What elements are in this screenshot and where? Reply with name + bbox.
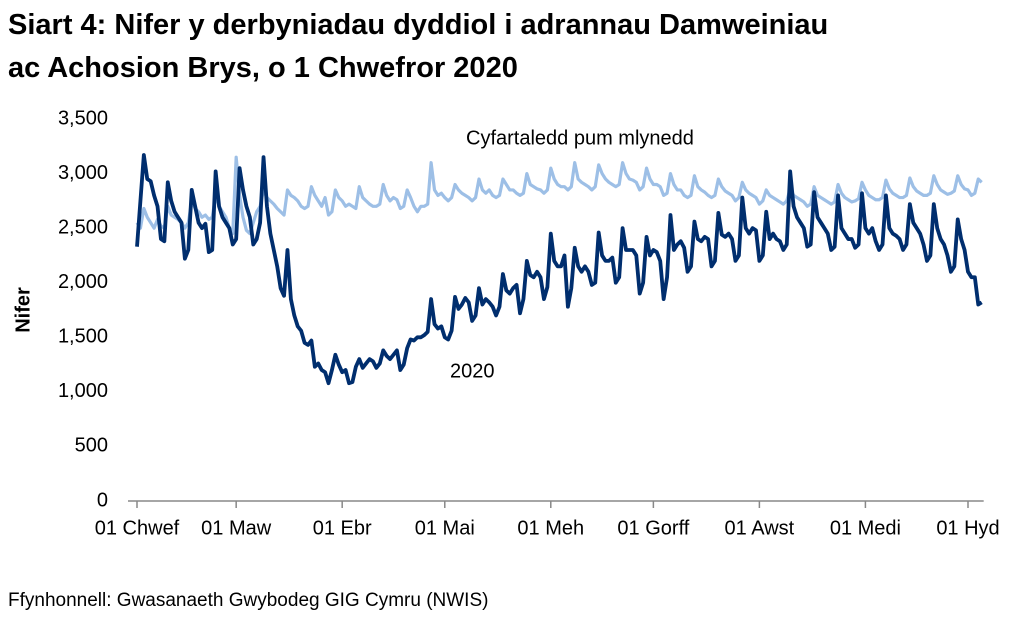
x-tick-label: 01 Ebr bbox=[313, 517, 372, 539]
x-tick-label: 01 Mai bbox=[415, 517, 475, 539]
chart-title: Siart 4: Nifer y derbyniadau dyddiol i a… bbox=[8, 9, 829, 84]
source-note: Ffynhonnell: Gwasanaeth Gwybodeg GIG Cym… bbox=[8, 590, 489, 611]
y-tick-label: 3,000 bbox=[58, 162, 108, 184]
x-tick-label: 01 Gorff bbox=[617, 517, 689, 539]
y-tick-label: 1,000 bbox=[58, 380, 108, 402]
y-tick-label: 500 bbox=[75, 435, 108, 457]
y-tick-label: 0 bbox=[97, 489, 108, 511]
series-label: Cyfartaledd pum mlynedd bbox=[466, 127, 694, 149]
x-tick-label: 01 Medi bbox=[830, 517, 901, 539]
x-tick-label: 01 Awst bbox=[725, 517, 795, 539]
series-line bbox=[135, 155, 983, 236]
y-tick-label: 1,500 bbox=[58, 326, 108, 348]
x-tick-label: 01 Maw bbox=[201, 517, 272, 539]
series-line bbox=[135, 153, 983, 386]
y-tick-label: 2,000 bbox=[58, 271, 108, 293]
y-axis-label: Nifer bbox=[12, 287, 34, 333]
y-tick-label: 2,500 bbox=[58, 216, 108, 238]
y-tick-label: 3,500 bbox=[58, 107, 108, 129]
series-label: 2020 bbox=[450, 360, 495, 382]
x-tick-label: 01 Chwef bbox=[95, 517, 180, 539]
x-tick-label: 01 Hyd bbox=[936, 517, 999, 539]
x-tick-label: 01 Meh bbox=[517, 517, 584, 539]
